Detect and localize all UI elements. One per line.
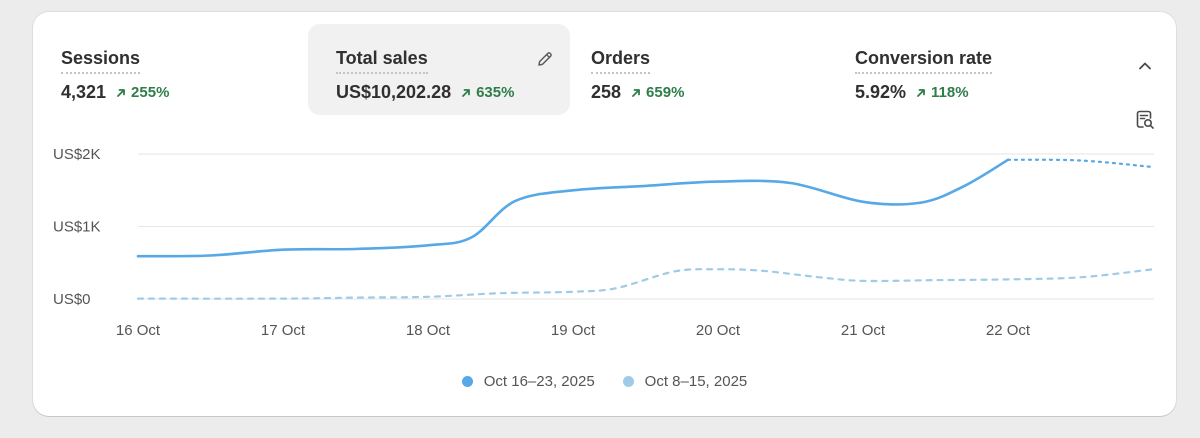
- metric-value: 258: [591, 82, 622, 102]
- metric-value: 5.92%: [855, 82, 907, 102]
- series-line-current-projection: [1006, 158, 1155, 169]
- metric-change: 635%: [461, 84, 514, 101]
- legend-dot: [622, 376, 634, 387]
- metric-change-value: 635%: [476, 84, 515, 101]
- x-tick-label: 22 Oct: [986, 322, 1031, 339]
- legend-item-current[interactable]: Oct 16–23, 2025: [461, 373, 595, 390]
- sales-line-chart: US$0 US$1K US$2K 16 Oct 17 Oct 18 Oct 19 Oct 20…: [53, 146, 1155, 339]
- metric-change-value: 118%: [931, 84, 969, 101]
- y-tick-label: US$0: [53, 291, 91, 308]
- metric-label[interactable]: Conversion rate: [855, 48, 993, 74]
- arrow-up-right-icon: [117, 88, 125, 97]
- metric-value: US$10,202.28: [336, 82, 452, 102]
- metric-change-value: 255%: [131, 84, 170, 101]
- metric-change-value: 659%: [646, 84, 685, 101]
- legend-dot: [461, 376, 473, 387]
- series-line-current: [136, 158, 1010, 258]
- arrow-up-right-icon: [917, 88, 925, 97]
- metric-conversion-rate[interactable]: Conversion rate 5.92% 118%: [827, 24, 1089, 115]
- x-tick-label: 16 Oct: [116, 322, 161, 339]
- metric-orders[interactable]: Orders 258 659%: [563, 24, 825, 115]
- y-tick-label: US$2K: [53, 146, 101, 163]
- arrow-up-right-icon: [632, 88, 640, 97]
- metric-change: 118%: [916, 84, 969, 101]
- metric-total-sales[interactable]: Total sales US$10,202.28 635%: [308, 24, 570, 115]
- pencil-icon[interactable]: [536, 50, 554, 68]
- series-line-previous: [136, 268, 1155, 300]
- explore-report-icon[interactable]: [1134, 109, 1156, 131]
- legend-label: Oct 16–23, 2025: [483, 373, 595, 390]
- x-tick-label: 17 Oct: [261, 322, 306, 339]
- metric-sessions[interactable]: Sessions 4,321 255%: [33, 24, 295, 115]
- arrow-up-right-icon: [462, 88, 470, 97]
- chevron-up-icon[interactable]: [1135, 56, 1155, 76]
- legend-label: Oct 8–15, 2025: [644, 373, 748, 390]
- metric-label[interactable]: Sessions: [61, 48, 141, 74]
- analytics-card: Sessions 4,321 255% Total sales US$10,20…: [33, 12, 1176, 416]
- x-tick-label: 20 Oct: [696, 322, 741, 339]
- x-tick-label: 19 Oct: [551, 322, 596, 339]
- legend-item-previous[interactable]: Oct 8–15, 2025: [622, 373, 748, 390]
- metric-value: 4,321: [61, 82, 107, 102]
- metric-change: 255%: [116, 84, 169, 101]
- x-tick-label: 18 Oct: [406, 322, 451, 339]
- metric-change: 659%: [631, 84, 684, 101]
- metric-label[interactable]: Orders: [591, 48, 651, 74]
- chart-legend: Oct 16–23, 2025 Oct 8–15, 2025: [33, 373, 1176, 390]
- metric-label[interactable]: Total sales: [336, 48, 428, 74]
- y-tick-label: US$1K: [53, 219, 101, 236]
- x-tick-label: 21 Oct: [841, 322, 886, 339]
